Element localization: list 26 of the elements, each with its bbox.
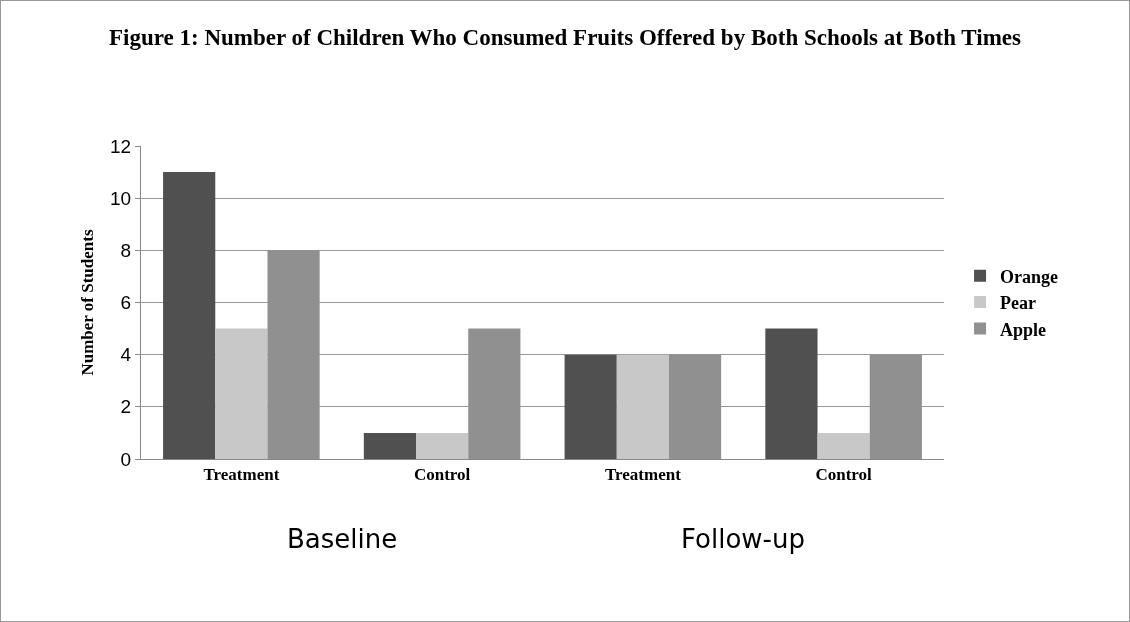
chart-title: Figure 1: Number of Children Who Consumed Fruits Offered by Both Schools at Both Times: [109, 25, 1022, 50]
y-tick-label: 10: [110, 187, 132, 209]
y-tick-label: 12: [110, 135, 132, 157]
text: Follow-up: [681, 524, 805, 554]
x-tick-label: Treatment: [203, 465, 280, 485]
x-tick-label: Control: [815, 465, 873, 485]
bar: [215, 328, 268, 459]
x-tick-label: Treatment: [604, 465, 682, 485]
y-tick-label: 2: [120, 396, 132, 418]
text: Baseline: [287, 524, 398, 554]
y-tick-label: 6: [120, 292, 132, 314]
bar: [564, 354, 617, 459]
legend-label: Pear: [1000, 293, 1037, 314]
bar: [765, 328, 818, 459]
bar: [363, 432, 417, 459]
y-tick-label: 4: [120, 344, 132, 366]
y-tick-label: 8: [120, 239, 132, 261]
legend-label: Apple: [1000, 319, 1047, 340]
bar: [616, 354, 669, 459]
x-tick-label: Control: [413, 465, 471, 485]
bar: [163, 172, 216, 459]
bar: [817, 432, 870, 459]
bar: [416, 432, 469, 459]
y-axis-title: Number of Students: [77, 229, 97, 376]
legend-label: Orange: [1000, 266, 1059, 287]
y-tick-label: 0: [120, 448, 132, 470]
